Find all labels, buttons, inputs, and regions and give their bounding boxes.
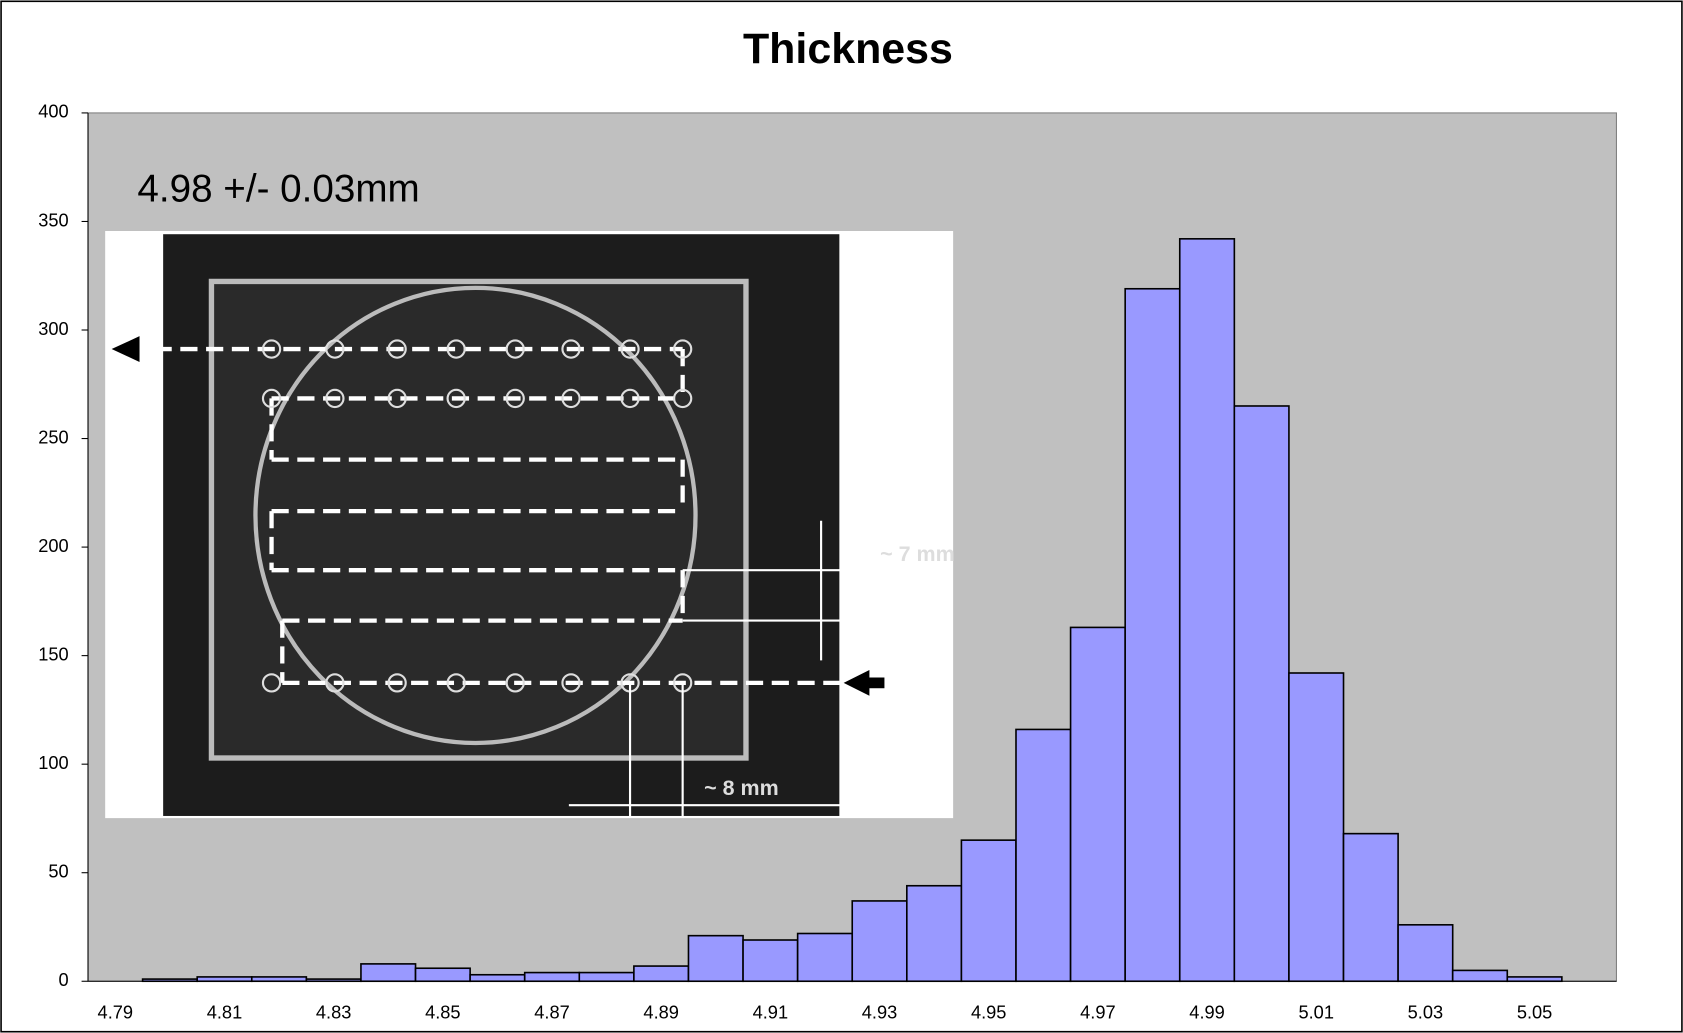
bar	[523, 971, 581, 983]
bar	[1397, 924, 1454, 983]
x-tick-label: 4.87	[534, 1001, 570, 1022]
bar	[960, 839, 1017, 983]
annotation: 4.98 +/- 0.03mm	[137, 167, 419, 210]
bar	[250, 976, 308, 983]
x-tick-label: 4.81	[207, 1001, 243, 1022]
bar	[1015, 728, 1072, 983]
bar	[851, 900, 908, 983]
bar	[742, 939, 799, 983]
y-tick-label: 100	[38, 752, 68, 773]
y-tick-label: 50	[48, 861, 68, 882]
bar	[414, 967, 471, 983]
bar	[1288, 672, 1345, 983]
bar	[469, 973, 526, 983]
bar	[1069, 626, 1126, 983]
inset-label: ~ 8 mm	[704, 776, 779, 800]
x-tick-label: 5.01	[1298, 1001, 1333, 1022]
y-tick-label: 0	[59, 969, 69, 990]
y-tick-label: 250	[38, 426, 68, 447]
bar	[687, 934, 744, 983]
x-tick-label: 4.85	[425, 1001, 461, 1022]
y-tick-label: 300	[38, 318, 68, 339]
bar	[633, 965, 690, 983]
inset-photo: ~ 7 mm ~ 8 mm	[105, 230, 955, 819]
x-tick-label: 5.05	[1517, 1001, 1552, 1022]
x-tick-label: 4.91	[753, 1001, 789, 1022]
bar	[578, 971, 635, 983]
x-tick-label: 4.99	[1189, 1001, 1225, 1022]
bar	[196, 976, 253, 983]
y-tick-label: 150	[38, 643, 68, 664]
bar	[1506, 976, 1563, 983]
bar	[1178, 238, 1236, 983]
y-tick-label: 200	[38, 535, 68, 556]
inset-label: ~ 7 mm	[880, 542, 955, 566]
bar	[1233, 405, 1290, 983]
bar	[1342, 832, 1399, 983]
bar	[796, 932, 854, 983]
x-tick-label: 4.83	[316, 1001, 352, 1022]
x-tick-label: 4.95	[971, 1001, 1007, 1022]
chart-title: Thickness	[743, 25, 953, 73]
x-tick-label: 4.93	[862, 1001, 898, 1022]
bar	[360, 963, 417, 983]
bar	[1124, 287, 1181, 983]
x-tick-label: 4.97	[1080, 1001, 1116, 1022]
x-tick-label: 4.89	[643, 1001, 679, 1022]
x-tick-label: 4.79	[98, 1001, 134, 1022]
bar	[906, 884, 963, 983]
y-tick-label: 400	[38, 101, 68, 122]
y-tick-label: 350	[38, 209, 68, 230]
bars	[141, 238, 1563, 983]
x-tick-label: 5.03	[1408, 1001, 1444, 1022]
bar	[1451, 969, 1509, 983]
